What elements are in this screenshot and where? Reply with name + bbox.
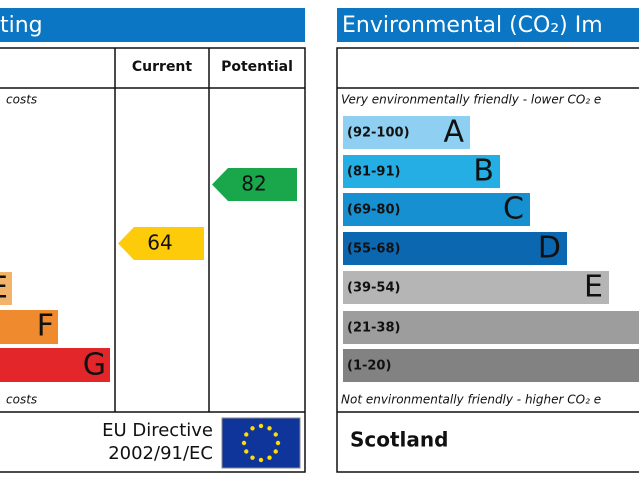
band <box>343 193 530 226</box>
footer-line: EU Directive <box>102 420 213 441</box>
column-header: Current <box>132 59 193 75</box>
bottom-note: Not environmentally friendly - higher CO… <box>341 393 601 407</box>
band-letter: D <box>538 231 561 266</box>
band-range: (1-20) <box>347 359 391 374</box>
region: Scotland <box>350 428 448 452</box>
band-range: (92-100) <box>347 126 410 141</box>
header-bar <box>337 8 639 42</box>
band-f <box>0 310 58 344</box>
header-bar <box>0 8 305 42</box>
potential-arrow <box>212 168 297 201</box>
band <box>343 349 639 382</box>
top-note: costs <box>6 93 37 107</box>
band <box>343 232 567 265</box>
band <box>343 155 500 188</box>
band-e <box>0 272 12 305</box>
panel-frame <box>0 47 306 473</box>
band <box>343 116 470 149</box>
band-range: (55-68) <box>347 242 400 257</box>
footer-line: 2002/91/EC <box>108 443 213 464</box>
energy-panel: ting Current Potential costs costs E F G… <box>0 8 306 473</box>
band-g <box>0 348 110 382</box>
band-list: (92-100) A (81-91) B (69-80) C (55-68) D (39-54)… <box>343 115 639 382</box>
star <box>244 432 249 437</box>
current-rating: 64 <box>147 231 172 255</box>
bottom-note: costs <box>6 393 37 407</box>
star <box>267 455 272 460</box>
star <box>244 449 249 454</box>
band-range: (21-38) <box>347 321 400 336</box>
star <box>275 440 281 446</box>
band-letter: A <box>443 115 464 150</box>
band-range: (69-80) <box>347 203 400 218</box>
flag-stars <box>241 423 281 463</box>
eu-flag <box>221 417 301 469</box>
top-note: Very environmentally friendly - lower CO… <box>341 93 601 107</box>
band-letter: E <box>0 271 8 306</box>
panel-title: Environmental (CO₂) Im <box>342 13 603 38</box>
panel-frame <box>336 47 639 473</box>
band-letter: F <box>37 309 54 344</box>
band-letter: E <box>584 270 603 305</box>
band-letter: F <box>637 310 639 345</box>
star <box>267 426 272 431</box>
panel-title: ting <box>0 13 43 38</box>
star <box>258 457 264 463</box>
star <box>241 440 247 446</box>
star <box>250 455 255 460</box>
band <box>343 311 639 344</box>
potential-rating: 82 <box>241 172 266 196</box>
star <box>250 426 255 431</box>
column-header: Potential <box>221 59 293 75</box>
star <box>273 432 278 437</box>
band-letter: C <box>503 192 524 227</box>
current-arrow <box>118 227 204 260</box>
band-letter: B <box>473 154 494 189</box>
band-range: (39-54) <box>347 281 400 296</box>
star <box>273 449 278 454</box>
star <box>258 423 264 429</box>
band <box>343 271 609 304</box>
band-range: (81-91) <box>347 165 400 180</box>
band-letter: G <box>83 348 106 383</box>
environment-panel: Environmental (CO₂) Im Very environmenta… <box>336 8 639 473</box>
